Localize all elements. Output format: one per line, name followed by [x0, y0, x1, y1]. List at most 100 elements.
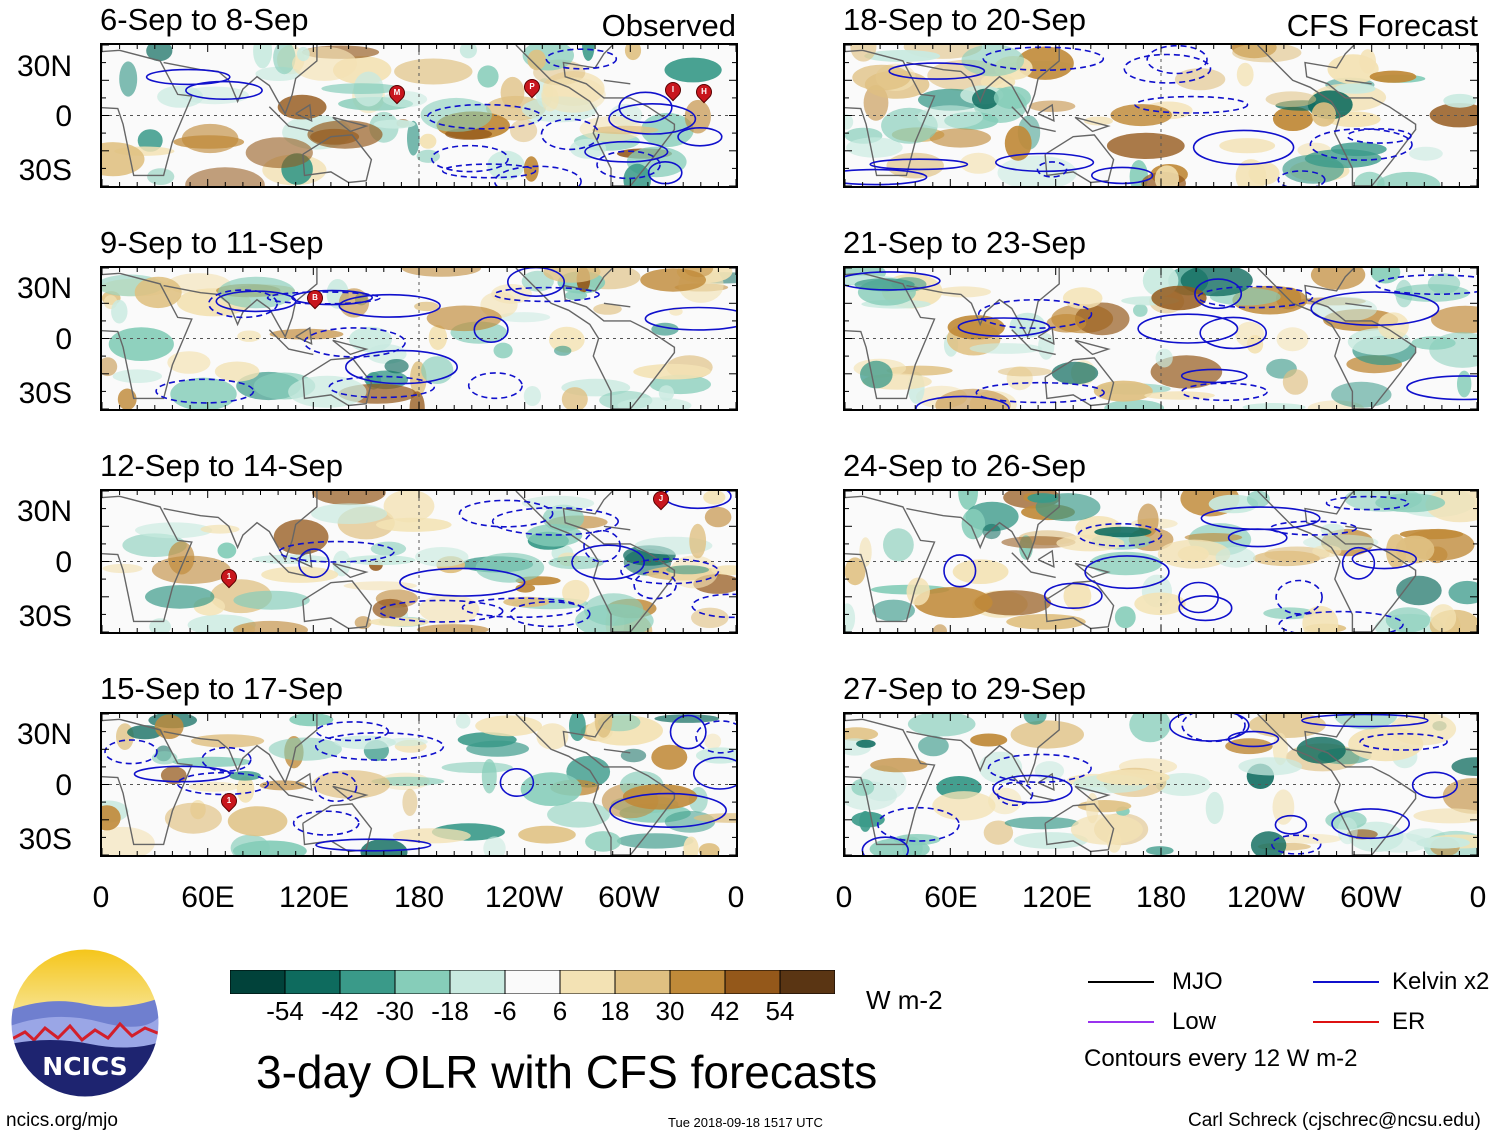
lat-label-30s: 30S: [18, 600, 72, 633]
olr-anomaly-blob: [997, 366, 1052, 377]
kelvin-contour: [943, 554, 977, 588]
kelvin-contour: [315, 838, 432, 852]
olr-anomaly-blob: [233, 620, 308, 632]
olr-anomaly-blob: [852, 64, 911, 91]
lon-label: 180: [1135, 881, 1187, 914]
coastline-path: [1304, 45, 1417, 186]
olr-anomaly-blob: [561, 387, 588, 409]
storm-marker: P: [525, 80, 539, 96]
kelvin-contour: [378, 599, 504, 623]
coastline-path: [302, 580, 373, 630]
panel-title-obs-1: 6-Sep to 8-Sep: [100, 2, 309, 37]
olr-anomaly-blob: [1063, 581, 1092, 611]
olr-anomaly-blob: [1416, 836, 1470, 849]
olr-anomaly-blob: [870, 757, 928, 773]
olr-anomaly-blob: [703, 491, 726, 505]
olr-anomaly-blob: [548, 326, 585, 353]
kelvin-contour: [1375, 274, 1477, 295]
lon-label: 0: [1469, 881, 1487, 914]
olr-anomaly-blob: [1242, 403, 1306, 409]
kelvin-contour: [458, 499, 554, 528]
axis-ticks: [845, 714, 1477, 855]
olr-anomaly-blob: [851, 778, 875, 796]
colorbar-unit: W m-2: [866, 985, 943, 1015]
olr-anomaly-blob: [1104, 399, 1165, 409]
olr-anomaly-blob: [477, 65, 499, 88]
olr-anomaly-blob: [515, 583, 536, 593]
olr-anomaly-blob: [1096, 769, 1170, 786]
olr-anomaly-blob: [334, 735, 396, 750]
coastline-path: [332, 116, 369, 133]
kelvin-contour: [1325, 495, 1410, 511]
lon-label: 120E: [278, 881, 350, 914]
coastline-path: [332, 339, 369, 356]
coastline-path: [906, 491, 1060, 562]
olr-anomaly-blob: [503, 596, 550, 608]
kelvin-contour: [176, 771, 270, 796]
olr-anomaly-blob: [1133, 303, 1148, 317]
coastline-path: [603, 748, 631, 754]
coastline-path: [1257, 714, 1354, 855]
coastlines: [102, 714, 676, 855]
olr-anomaly-blob: [564, 290, 588, 301]
olr-anomaly-blob: [119, 61, 138, 97]
olr-anomaly-blob: [1348, 726, 1424, 762]
kelvin-contour: [1278, 610, 1404, 632]
axis-ticks: [845, 491, 1477, 632]
olr-anomaly-blob: [1282, 154, 1344, 184]
olr-anomaly-blob: [664, 57, 722, 83]
olr-anomaly-blob: [135, 522, 213, 539]
olr-anomaly-blob: [200, 524, 240, 534]
coastline-path: [295, 772, 313, 791]
olr-anomaly-blob: [1451, 757, 1477, 776]
colorbar-tick-label: -30: [376, 996, 414, 1026]
olr-anomaly-blob: [936, 286, 991, 298]
olr-anomaly-blob: [1106, 132, 1185, 159]
olr-anomaly-blob: [1034, 761, 1065, 781]
olr-anomaly-blob: [1272, 106, 1314, 131]
kelvin-contour: [1180, 368, 1248, 384]
olr-anomaly-blob: [1370, 268, 1401, 284]
coastline-path: [1044, 580, 1115, 630]
kelvin-contour: [1194, 278, 1243, 310]
olr-anomaly-blob: [970, 733, 1008, 747]
olr-anomaly-blob: [1046, 314, 1087, 333]
kelvin-contour: [869, 158, 969, 171]
kelvin-contour: [1091, 166, 1154, 185]
coastline-path: [1011, 775, 1056, 802]
kelvin-contour: [315, 732, 445, 761]
kelvin-contour: [291, 289, 373, 306]
kelvin-contour: [1227, 528, 1288, 548]
coastlines: [845, 714, 1417, 855]
kelvin-contour: [145, 68, 231, 86]
olr-anomaly-blob: [907, 714, 976, 737]
olr-anomaly-blob: [311, 503, 388, 524]
lon-label: 120W: [1226, 881, 1306, 914]
colorbar-swatch: [339, 969, 396, 995]
kelvin-contour: [995, 152, 1095, 173]
kelvin-contour: [915, 395, 1010, 409]
footer-url[interactable]: ncics.org/mjo: [6, 1110, 118, 1131]
olr-anomaly-blob: [268, 737, 342, 761]
axis-ticks: [845, 268, 1477, 409]
olr-anomaly-blob: [554, 345, 572, 356]
forecast-label: CFS Forecast: [1286, 8, 1478, 43]
kelvin-contour: [491, 506, 620, 536]
coastline-path: [906, 714, 1060, 785]
kelvin-contour: [208, 289, 279, 319]
olr-anomaly-blob: [102, 826, 155, 855]
kelvin-contour: [845, 168, 928, 186]
olr-anomaly-blob: [343, 581, 417, 591]
olr-anomaly-blob: [1443, 93, 1477, 108]
olr-anomaly-blob: [523, 386, 541, 406]
olr-anomaly-blob: [1219, 138, 1276, 154]
colorbar-swatch: [449, 969, 506, 995]
coastlines: [102, 45, 676, 186]
olr-anomaly-blob: [1272, 789, 1295, 825]
coastline-path: [562, 714, 676, 855]
coastlines: [845, 268, 1417, 409]
map-panel-fc-2: [843, 266, 1479, 411]
olr-anomaly-blob: [191, 734, 265, 748]
olr-anomaly-blob: [1093, 380, 1153, 402]
coastline-path: [1074, 562, 1111, 579]
